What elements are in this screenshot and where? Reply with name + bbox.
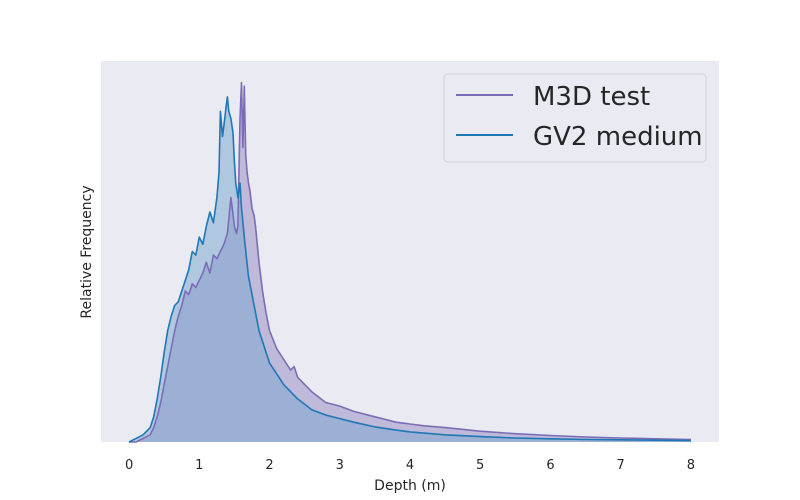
x-tick-label: 5 [476, 458, 484, 473]
x-tick-label: 3 [336, 458, 344, 473]
line-m3d-test [129, 81, 691, 443]
area-gv2-medium [129, 96, 691, 443]
x-tick-label: 7 [617, 458, 625, 473]
legend-label-m3d-test: M3D test [533, 82, 650, 112]
y-axis-label: Relative Frequency [79, 185, 95, 318]
x-tick-label: 2 [265, 458, 273, 473]
x-tick-label: 1 [195, 458, 203, 473]
series-lines [128, 81, 691, 443]
x-tick-label: 8 [687, 458, 695, 473]
x-tick-label: 6 [546, 458, 554, 473]
legend: M3D test GV2 medium [443, 73, 707, 163]
x-tick-label: 4 [406, 458, 414, 473]
x-axis-label: Depth (m) [374, 478, 446, 494]
series-areas [129, 82, 691, 443]
legend-label-gv2-medium: GV2 medium [533, 122, 703, 152]
area-m3d-test [129, 82, 691, 442]
x-tick-label: 0 [125, 458, 133, 473]
line-gv2-medium [128, 96, 691, 443]
x-axis-ticks: 0 1 2 3 4 5 6 7 8 [125, 458, 695, 473]
